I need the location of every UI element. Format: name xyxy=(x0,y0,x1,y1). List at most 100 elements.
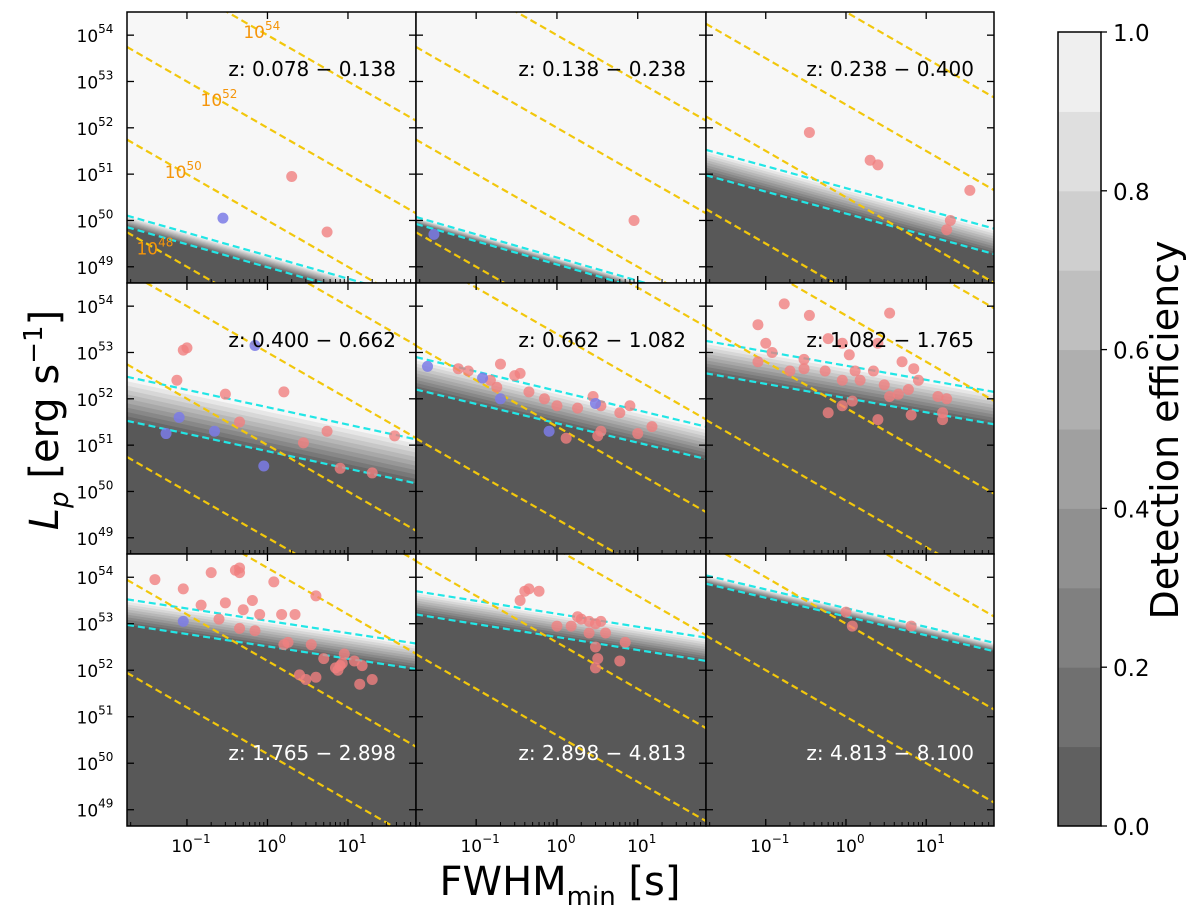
energy-isoline xyxy=(127,456,298,554)
data-point-red xyxy=(560,432,572,444)
data-point-red xyxy=(867,365,879,377)
data-point-blue xyxy=(477,372,489,384)
data-point-red xyxy=(321,226,333,238)
colorbar-level xyxy=(1058,349,1101,430)
y-tick-label: 1052 xyxy=(77,115,114,140)
data-point-red xyxy=(523,386,535,398)
data-point-red xyxy=(846,395,858,407)
y-axis-label: Lp [erg s−1] xyxy=(19,310,75,530)
data-point-red xyxy=(592,653,604,665)
efficiency-low-region xyxy=(706,373,994,554)
energy-isoline xyxy=(416,437,620,554)
energy-isoline xyxy=(706,208,837,283)
data-point-red xyxy=(286,170,298,182)
efficiency-boundary-line xyxy=(127,214,368,283)
energy-isoline xyxy=(706,634,994,804)
data-point-red xyxy=(583,627,595,639)
efficiency-low-region xyxy=(706,175,994,283)
data-point-red xyxy=(338,648,350,660)
redshift-label: z: 1.082 − 1.765 xyxy=(806,328,974,352)
data-point-red xyxy=(452,363,464,375)
data-point-red xyxy=(538,393,550,405)
data-point-red xyxy=(784,365,796,377)
data-point-red xyxy=(195,599,207,611)
energy-isoline xyxy=(241,554,416,655)
data-point-red xyxy=(646,421,658,433)
data-point-red xyxy=(310,671,322,683)
data-point-red xyxy=(276,608,288,620)
y-tick-label: 1051 xyxy=(77,432,114,457)
data-point-red xyxy=(624,400,636,412)
redshift-label: z: 0.400 − 0.662 xyxy=(228,328,396,352)
data-point-red xyxy=(278,639,290,651)
efficiency-boundary-line xyxy=(416,215,650,283)
data-point-red xyxy=(819,365,831,377)
data-point-red xyxy=(908,363,920,375)
redshift-label: z: 0.138 − 0.238 xyxy=(518,57,686,81)
energy-isoline xyxy=(706,22,994,192)
colorbar-tick-label: 0.0 xyxy=(1113,815,1150,841)
data-point-red xyxy=(572,402,584,414)
panel-plot-area xyxy=(706,283,994,554)
data-point-red xyxy=(778,298,790,310)
panel-7: z: 1.765 − 2.898 1049 1050 1051 1052 1053 1054… xyxy=(77,553,417,857)
data-point-red xyxy=(354,678,366,690)
y-tick-label: 1051 xyxy=(77,161,114,186)
energy-label: 1050 xyxy=(165,159,202,183)
data-point-red xyxy=(318,653,330,665)
panel-1: 1048 1050 1052 1054 z: 0.078 − 0.138 1049 1050… xyxy=(77,11,417,284)
colorbar-tick-label: 0.2 xyxy=(1113,656,1150,682)
data-point-red xyxy=(389,430,401,442)
data-point-red xyxy=(803,309,815,321)
colorbar-level xyxy=(1058,32,1101,112)
redshift-label: z: 0.662 − 1.082 xyxy=(518,328,686,352)
data-point-red xyxy=(937,414,949,426)
data-point-red xyxy=(514,594,526,606)
colorbar-frame xyxy=(1057,31,1102,827)
energy-isoline xyxy=(416,138,669,283)
energy-isoline xyxy=(127,138,379,283)
data-point-red xyxy=(836,374,848,386)
energy-isoline xyxy=(127,363,416,532)
panel-2: z: 0.138 − 0.238 xyxy=(415,11,707,284)
data-point-red xyxy=(614,407,626,419)
data-point-blue xyxy=(249,340,261,352)
y-tick-label: 1049 xyxy=(77,797,114,822)
efficiency-boundary-line xyxy=(706,339,994,393)
energy-isoline xyxy=(127,46,416,215)
y-tick-label: 1053 xyxy=(77,339,114,364)
data-point-red xyxy=(589,641,601,653)
data-point-red xyxy=(628,214,640,226)
energy-isoline xyxy=(514,12,706,122)
data-point-red xyxy=(884,390,896,402)
data-point-red xyxy=(600,627,612,639)
data-point-red xyxy=(854,374,866,386)
panel-5: z: 0.662 − 1.082 xyxy=(415,282,707,555)
colorbar-tick-label: 1.0 xyxy=(1113,21,1150,47)
y-tick-label: 1053 xyxy=(77,611,114,636)
efficiency-boundary-line xyxy=(416,222,626,283)
energy-isoline xyxy=(225,12,416,122)
data-point-red xyxy=(356,660,368,672)
data-point-red xyxy=(843,349,855,361)
data-point-red xyxy=(551,400,563,412)
data-point-red xyxy=(766,346,778,358)
energy-isoline xyxy=(127,671,395,826)
efficiency-boundary-line xyxy=(706,174,994,256)
energy-isoline xyxy=(465,283,706,421)
y-tick-label: 1050 xyxy=(77,478,114,503)
data-point-red xyxy=(551,620,563,632)
y-tick-label: 1049 xyxy=(77,254,114,279)
energy-isoline xyxy=(416,46,706,215)
data-point-red xyxy=(944,214,956,226)
colorbar-tick-label: 0.4 xyxy=(1113,497,1150,523)
data-point-red xyxy=(254,608,266,620)
panel-8: z: 2.898 − 4.813 10−1 100 101 xyxy=(415,553,707,857)
y-tick-label: 1050 xyxy=(77,207,114,232)
data-point-blue xyxy=(428,228,440,240)
colorbar-label: Detection efficiency xyxy=(1143,240,1187,619)
y-tick-label: 1050 xyxy=(77,750,114,775)
redshift-label: z: 0.238 − 0.400 xyxy=(806,57,974,81)
x-tick-label: 101 xyxy=(627,832,656,857)
